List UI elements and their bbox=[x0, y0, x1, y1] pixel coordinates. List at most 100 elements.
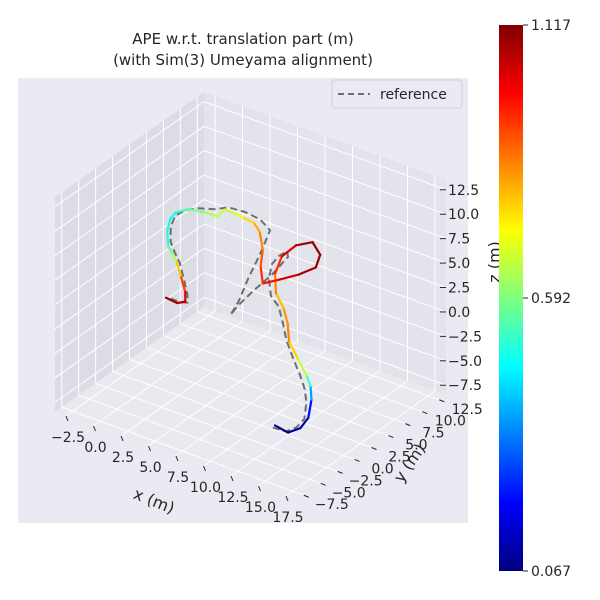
trajectory-segment bbox=[252, 221, 261, 233]
trajectory-segment bbox=[273, 255, 283, 275]
chart-title-line-2: (with Sim(3) Umeyama alignment) bbox=[113, 51, 373, 69]
grid-line bbox=[146, 347, 389, 437]
y-tick-label: 0.0 bbox=[371, 461, 393, 477]
y-tick-mark bbox=[371, 447, 377, 450]
z-tick-label: 7.5 bbox=[448, 232, 470, 248]
trajectory-segment bbox=[309, 384, 313, 401]
colorbar-tick-label: 0.067 bbox=[531, 564, 571, 580]
trajectory-segment bbox=[187, 208, 206, 214]
colorbar bbox=[499, 25, 523, 571]
x-tick-mark bbox=[175, 455, 179, 462]
x-tick-mark bbox=[93, 425, 96, 432]
x-tick-label: 2.5 bbox=[112, 450, 134, 466]
y-tick-mark bbox=[337, 470, 343, 474]
trajectory-segment bbox=[311, 241, 322, 256]
trajectory-segment bbox=[232, 211, 244, 219]
z-tick-label: −2.5 bbox=[448, 329, 482, 345]
trajectory-segment bbox=[167, 245, 174, 255]
y-tick-mark bbox=[405, 423, 411, 427]
trajectory-segment bbox=[274, 292, 285, 310]
grid-line bbox=[203, 272, 447, 362]
x-tick-label: 7.5 bbox=[167, 470, 189, 486]
grid-line bbox=[54, 272, 205, 379]
y-tick-label: 10.0 bbox=[435, 414, 466, 430]
grid-line bbox=[203, 150, 447, 240]
colorbar-ticks: 0.067 0.592 1.117 bbox=[523, 18, 571, 580]
y-tick-mark bbox=[303, 494, 309, 498]
x-tick-label: 12.5 bbox=[217, 490, 248, 506]
grid-line bbox=[54, 174, 205, 281]
x-tick-label: 5.0 bbox=[139, 460, 161, 476]
x-tick-mark bbox=[120, 435, 124, 442]
x-tick-mark bbox=[285, 495, 289, 502]
trajectory-segment bbox=[180, 276, 187, 294]
legend-reference-label: reference bbox=[380, 87, 447, 103]
x-tick-label: 0.0 bbox=[84, 440, 106, 456]
legend-box bbox=[331, 79, 463, 109]
y-tick-mark bbox=[388, 435, 394, 439]
z-tick-label: 12.5 bbox=[448, 183, 479, 199]
trajectory-segment bbox=[280, 244, 298, 258]
y-tick-label: 7.5 bbox=[422, 426, 444, 442]
z-tick-label: −7.5 bbox=[448, 378, 482, 394]
trajectory-segment bbox=[282, 306, 289, 325]
y-tick-mark bbox=[320, 482, 326, 486]
trajectory-segment bbox=[307, 398, 313, 419]
z-tick-label: 10.0 bbox=[448, 207, 479, 223]
trajectory-segment bbox=[287, 339, 299, 359]
trajectory-segment bbox=[258, 230, 264, 251]
trajectory-segment bbox=[176, 300, 187, 305]
grid-line bbox=[112, 370, 355, 460]
z-tick-label: −5.0 bbox=[448, 354, 482, 370]
x-tick-mark bbox=[148, 445, 151, 452]
x-tick-mark bbox=[230, 475, 234, 482]
grid-line bbox=[54, 125, 205, 232]
trajectory-segment bbox=[171, 252, 178, 264]
y-tick-label: 2.5 bbox=[388, 450, 410, 466]
grid-line bbox=[203, 101, 447, 191]
grid-line bbox=[203, 199, 447, 288]
trajectory-segment bbox=[216, 208, 226, 218]
y-tick-mark bbox=[422, 411, 428, 415]
y-tick-mark bbox=[439, 399, 445, 403]
grid-line bbox=[203, 174, 447, 264]
trajectory-segment bbox=[175, 261, 183, 279]
y-tick-mark bbox=[354, 458, 360, 462]
x-tick-mark bbox=[203, 465, 206, 472]
y-tick-label: −5.0 bbox=[332, 485, 366, 501]
grid-line bbox=[129, 359, 372, 448]
trajectory-segment bbox=[223, 208, 235, 214]
trajectory-segment bbox=[261, 279, 279, 285]
trajectory-segment bbox=[259, 248, 264, 268]
z-tick-label: 5.0 bbox=[448, 256, 470, 272]
grid-line bbox=[54, 223, 205, 330]
trajectory-segment bbox=[164, 296, 179, 305]
grid-line bbox=[203, 125, 447, 215]
legend: reference bbox=[331, 79, 463, 109]
y-tick-label: −7.5 bbox=[315, 497, 349, 513]
trajectory-segment bbox=[286, 322, 291, 343]
trajectory-segment bbox=[286, 427, 302, 434]
grid-line bbox=[54, 247, 205, 354]
trajectory-segment bbox=[314, 253, 322, 269]
trajectory-segment bbox=[296, 356, 308, 377]
trajectory-segment bbox=[299, 416, 310, 430]
z-tick-label: 0.0 bbox=[448, 305, 470, 321]
x-tick-label: 15.0 bbox=[245, 500, 276, 516]
reference-trajectory bbox=[167, 206, 308, 433]
trajectory-segment bbox=[273, 424, 290, 434]
trajectory-segment bbox=[169, 211, 178, 220]
grid-line bbox=[203, 296, 447, 386]
grid-line bbox=[197, 311, 440, 401]
grid-line bbox=[54, 296, 205, 403]
x-tick-mark bbox=[65, 415, 69, 422]
x-tick-mark bbox=[258, 485, 261, 492]
y-tick-label: 5.0 bbox=[405, 438, 427, 454]
x-tick-label: 10.0 bbox=[190, 480, 221, 496]
grid-line bbox=[95, 382, 338, 472]
trajectory-segment bbox=[166, 229, 170, 248]
grid-line bbox=[54, 150, 205, 257]
colorbar-tick-label: 1.117 bbox=[531, 18, 571, 34]
trajectory-segment bbox=[273, 272, 278, 295]
